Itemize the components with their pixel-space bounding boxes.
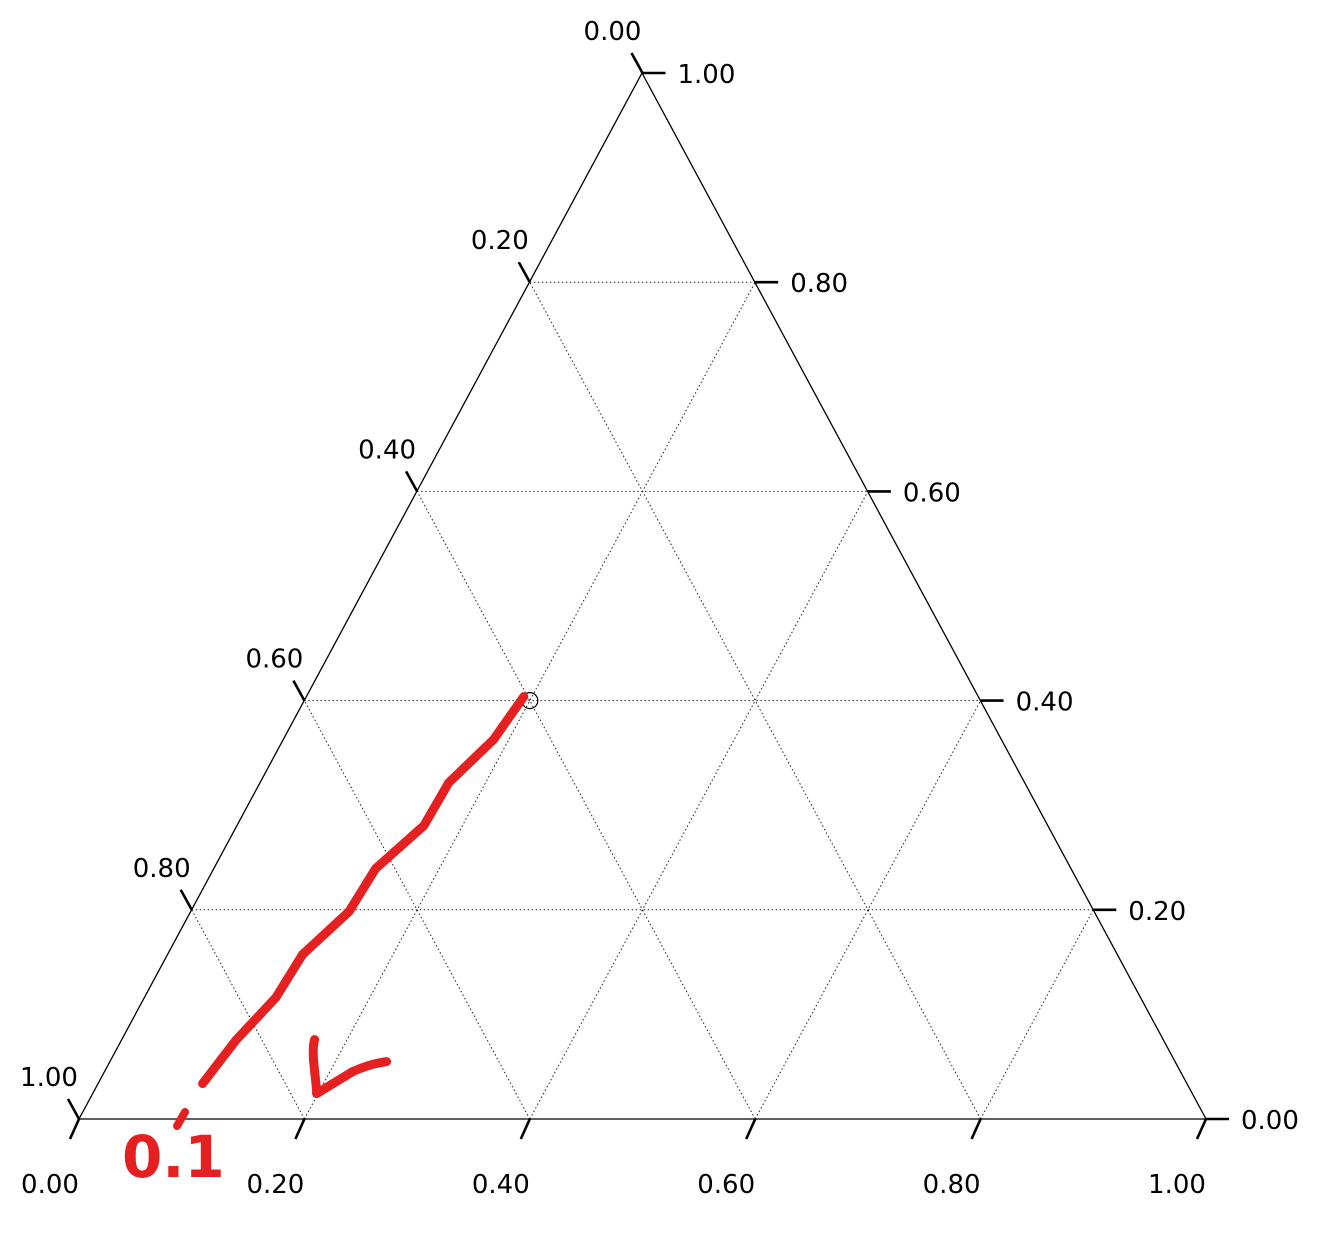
left-axis-tick-label: 0.80 — [133, 854, 191, 884]
grid-line-left-parallel — [191, 909, 305, 1120]
left-axis-tick-label: 1.00 — [20, 1063, 78, 1093]
left-axis-tick — [66, 1098, 81, 1120]
bottom-axis-tick-label: 0.80 — [923, 1170, 981, 1200]
bottom-axis-tick-label: 0.00 — [21, 1170, 79, 1200]
right-axis-tick-label: 0.40 — [1016, 688, 1074, 718]
ternary-grid — [191, 281, 1094, 1120]
left-axis-tick — [404, 470, 419, 493]
ternary-triangle — [77, 71, 1208, 1120]
left-axis-tick-label: 0.60 — [245, 645, 303, 675]
grid-line-right-parallel — [754, 700, 982, 1120]
bottom-axis-tick — [1195, 1118, 1208, 1140]
ternary-frame — [77, 71, 1208, 1120]
bottom-axis-tick — [970, 1118, 982, 1140]
grid-line-right-parallel — [303, 281, 756, 1120]
grid-line-left-parallel — [416, 491, 756, 1120]
bottom-axis-tick-label: 0.60 — [697, 1170, 755, 1200]
left-axis-tick-label: 0.40 — [358, 435, 416, 465]
grid-line-right-parallel — [980, 909, 1094, 1120]
bottom-axis-tick — [745, 1118, 757, 1140]
right-axis-tick-label: 0.80 — [790, 269, 848, 299]
left-axis-tick — [517, 261, 531, 283]
annotation-arrow-shaft — [198, 692, 529, 1089]
handwritten-annotation: 0.1 — [122, 692, 529, 1191]
left-axis-tick-label: 0.00 — [584, 17, 642, 47]
annotation-arrow-head — [308, 1035, 392, 1099]
right-axis-tick-label: 0.00 — [1241, 1106, 1299, 1136]
bottom-axis-tick-label: 1.00 — [1148, 1170, 1206, 1200]
annotation-stroke-mark — [173, 1108, 189, 1130]
bottom-axis-tick — [68, 1118, 81, 1140]
grid-line-left-parallel — [303, 700, 531, 1120]
left-axis-tick — [179, 889, 193, 911]
grid-line-left-parallel — [529, 281, 982, 1120]
bottom-axis-tick-label: 0.40 — [472, 1170, 530, 1200]
grid-line-right-parallel — [529, 491, 869, 1120]
annotation-text: 0.1 — [122, 1123, 225, 1191]
left-axis-tick — [292, 679, 306, 702]
right-axis-tick-label: 1.00 — [678, 60, 736, 90]
left-axis-tick-label: 0.20 — [471, 226, 529, 256]
bottom-axis-tick — [294, 1118, 306, 1140]
right-axis-tick-label: 0.60 — [903, 478, 961, 508]
right-axis-tick-label: 0.20 — [1128, 897, 1186, 927]
bottom-axis-tick-label: 0.20 — [246, 1170, 304, 1200]
ternary-ticks: 0.00 0.20 0.40 0.60 0.80 1.00 0.00 0.20 0.40 0.60… — [20, 17, 1299, 1200]
left-axis-tick — [630, 52, 644, 74]
bottom-axis-tick — [519, 1118, 531, 1140]
